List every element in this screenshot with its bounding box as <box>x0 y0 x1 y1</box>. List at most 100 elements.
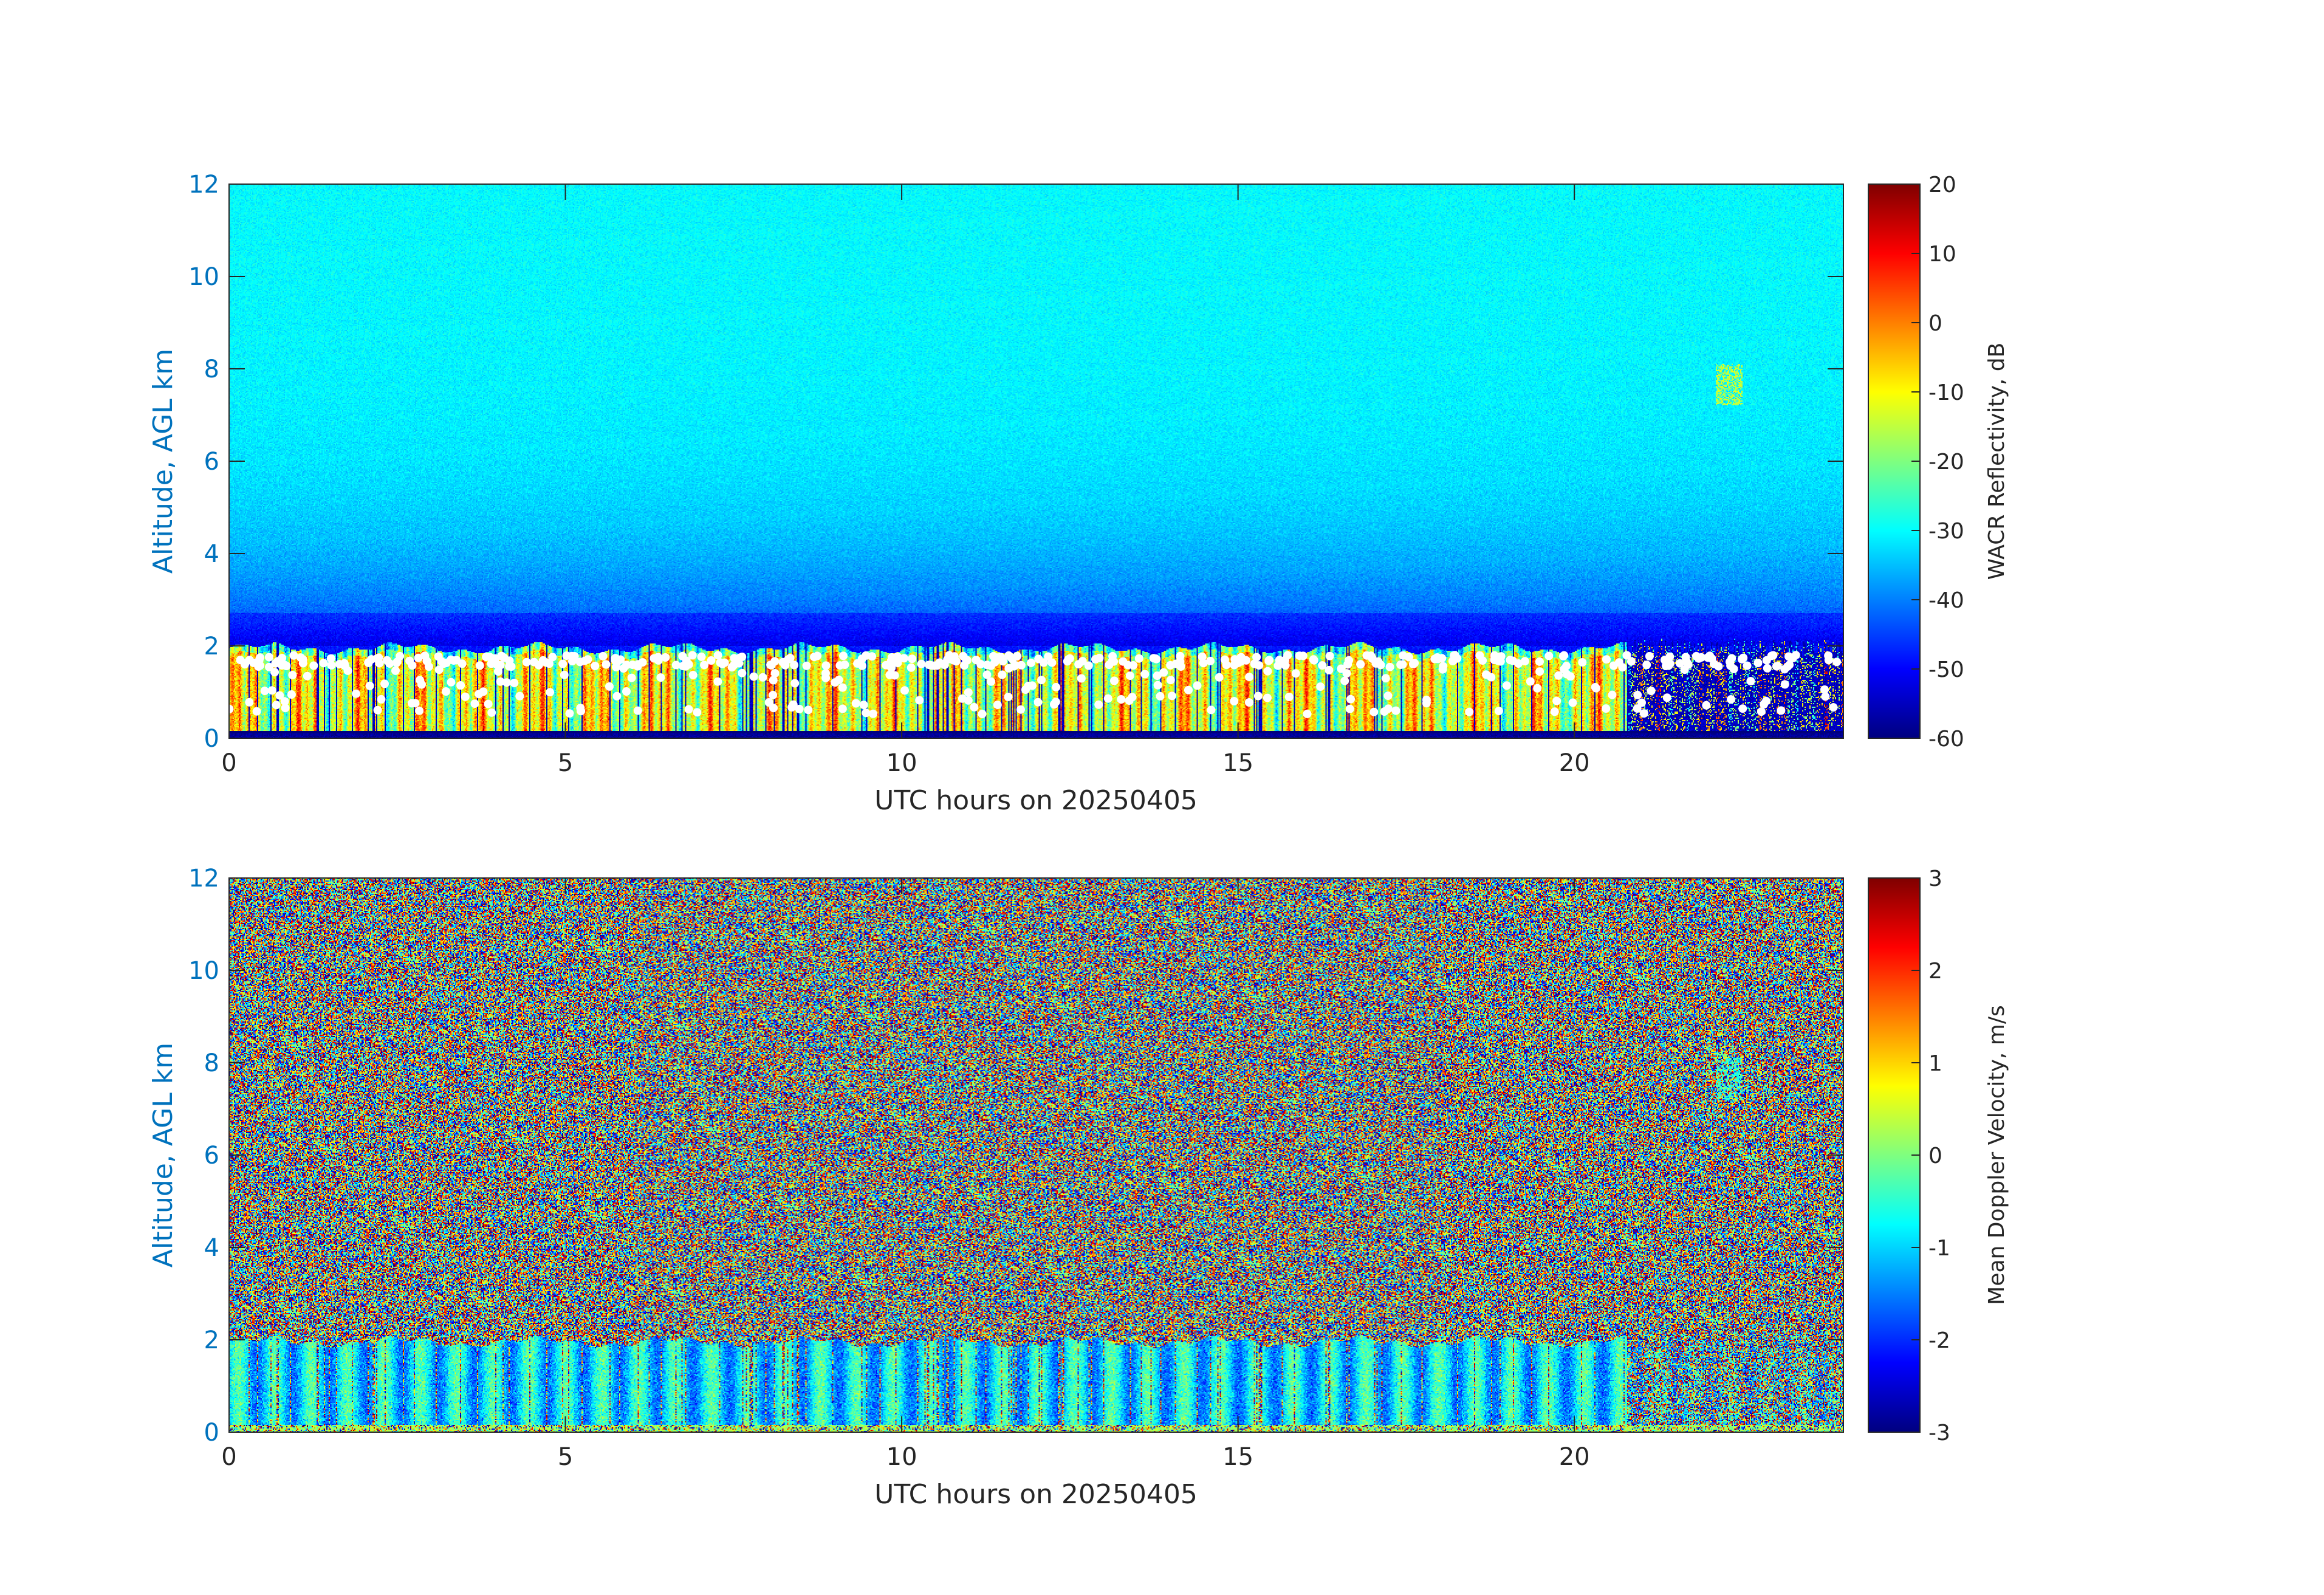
ceilometer-dot <box>1633 704 1642 713</box>
ceilometer-dot <box>605 682 614 691</box>
ceilometer-dot <box>1010 662 1018 671</box>
ceilometer-dot <box>288 671 297 679</box>
ceilometer-dot <box>1422 695 1431 704</box>
ceilometer-dot <box>700 660 709 670</box>
ceilometer-dot <box>1281 656 1289 665</box>
ceilometer-dot <box>546 688 555 697</box>
ceilometer-dot <box>417 680 426 689</box>
ceilometer-dot <box>1004 693 1013 701</box>
ceilometer-dot <box>907 663 916 672</box>
ceilometer-dot <box>1682 657 1692 667</box>
ceilometer-dot <box>1554 671 1563 680</box>
ceilometer-dot <box>1242 656 1250 665</box>
ceilometer-cloud-base-dots <box>225 651 1842 718</box>
ceilometer-dot <box>616 655 625 664</box>
ceilometer-dot <box>1763 664 1772 673</box>
colorbar-tick-label: -50 <box>1928 657 1964 682</box>
ceilometer-dot <box>627 673 636 682</box>
ceilometer-dot <box>1078 657 1087 666</box>
ceilometer-dot <box>1244 698 1253 707</box>
ceilometer-dot <box>831 678 840 687</box>
x-tick-label: 20 <box>1559 749 1590 777</box>
ceilometer-dot <box>1374 657 1383 666</box>
ceilometer-dot <box>851 699 860 708</box>
ceilometer-dot <box>529 657 538 667</box>
ceilometer-dot <box>278 654 287 662</box>
ceilometer-dot <box>1829 703 1838 712</box>
y-tick-label: 10 <box>188 263 219 291</box>
ceilometer-dot <box>1039 658 1048 667</box>
ceilometer-dot <box>280 697 289 706</box>
ceilometer-dot <box>1108 657 1117 666</box>
ceilometer-dot <box>1028 681 1037 690</box>
ceilometer-dot <box>1769 651 1778 660</box>
ceilometer-dot <box>256 661 265 670</box>
colorbar-tick-label: 1 <box>1928 1051 1942 1076</box>
ceilometer-dot <box>1325 651 1334 660</box>
ceilometer-dot <box>821 661 831 670</box>
ceilometer-dot <box>475 661 484 670</box>
ceilometer-dot <box>1263 693 1272 702</box>
ceilometer-dot <box>327 660 336 670</box>
ceilometer-dot <box>1608 690 1617 699</box>
ceilometer-dot <box>391 666 400 675</box>
ceilometer-dot <box>1149 654 1158 663</box>
y-tick-label: 2 <box>204 1326 219 1354</box>
ceilometer-dot <box>964 688 973 697</box>
ceilometer-dot <box>487 659 496 668</box>
reflectivity-panel: 0 5 10 15 20 0 2 4 6 8 10 12 UTC hours on 20250405… <box>148 171 2009 816</box>
ceilometer-dot <box>1084 661 1093 670</box>
ceilometer-dot <box>1482 670 1490 679</box>
ceilometer-dot <box>697 652 706 661</box>
ceilometer-dot <box>1642 660 1651 670</box>
ceilometer-dot <box>383 656 391 665</box>
ceilometer-dot <box>650 654 659 663</box>
reflectivity-colorbar <box>1868 184 1920 738</box>
ceilometer-dot <box>256 653 264 662</box>
ceilometer-dot <box>1602 655 1611 664</box>
ceilometer-dot <box>1514 659 1523 668</box>
ceilometer-dot <box>456 681 465 690</box>
ceilometer-dot <box>1337 664 1346 673</box>
ceilometer-dot <box>978 710 987 718</box>
ceilometer-dot <box>1832 657 1842 667</box>
ceilometer-dot <box>857 654 866 664</box>
ceilometer-dot <box>1535 667 1544 676</box>
ceilometer-dot <box>764 698 773 707</box>
ceilometer-dot <box>567 657 577 666</box>
ceilometer-dot <box>1316 682 1325 691</box>
y-tick-label: 8 <box>204 355 219 383</box>
colorbar-tick-label: 20 <box>1928 173 1956 197</box>
ceilometer-dot <box>538 656 547 665</box>
ceilometer-dot <box>583 655 592 664</box>
ceilometer-dot <box>780 660 789 669</box>
ceilometer-dot <box>858 661 866 670</box>
ceilometer-dot <box>260 687 269 695</box>
ceilometer-dot <box>1675 659 1684 668</box>
reflectivity-x-axis-label: UTC hours on 20250405 <box>874 785 1198 816</box>
ceilometer-dot <box>1665 659 1674 668</box>
ceilometer-dot <box>735 659 744 668</box>
velocity-colorbar <box>1868 878 1920 1432</box>
ceilometer-dot <box>1552 696 1561 705</box>
y-tick-label: 0 <box>204 725 219 753</box>
ceilometer-dot <box>487 708 496 717</box>
ceilometer-dot <box>1051 698 1060 707</box>
ceilometer-dot <box>1153 671 1162 681</box>
ceilometer-dot <box>1207 705 1216 715</box>
ceilometer-dot <box>1134 654 1143 663</box>
ceilometer-dot <box>1206 656 1215 665</box>
x-tick-label: 15 <box>1222 1443 1253 1471</box>
ceilometer-dot <box>1343 660 1352 669</box>
ceilometer-dot <box>1788 654 1797 662</box>
ceilometer-dot <box>577 707 586 716</box>
ceilometer-dot <box>684 705 693 714</box>
ceilometer-dot <box>367 655 376 664</box>
ceilometer-dot <box>656 673 665 682</box>
ceilometer-dot <box>899 654 908 663</box>
ceilometer-dot <box>1738 654 1747 663</box>
ceilometer-dot <box>718 659 727 668</box>
ceilometer-dot <box>1824 651 1833 660</box>
x-tick-label: 10 <box>886 749 917 777</box>
colorbar-tick-label: -20 <box>1928 450 1964 475</box>
